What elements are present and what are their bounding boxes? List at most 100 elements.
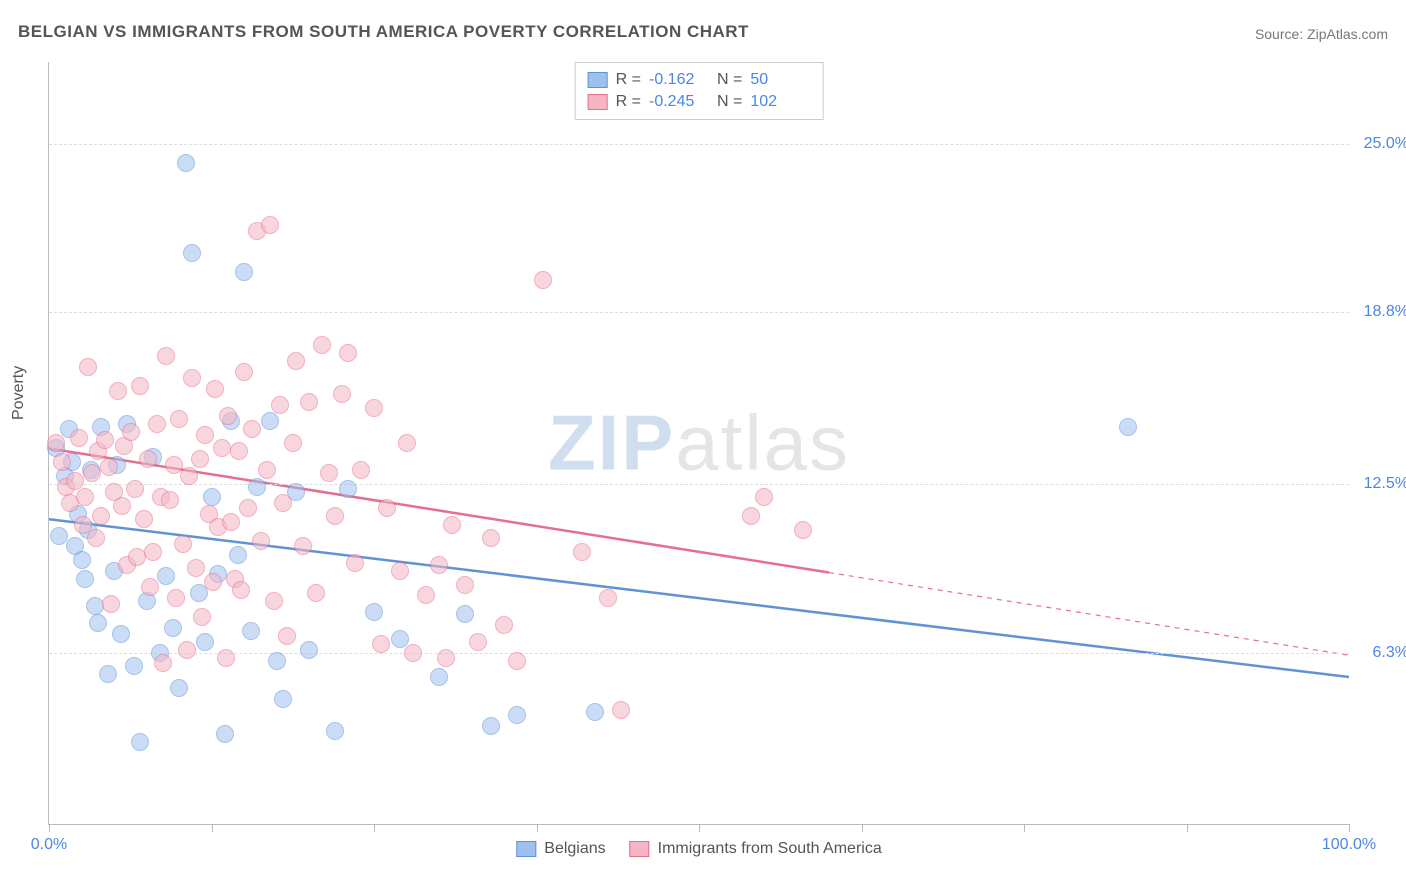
scatter-point-immigrants	[222, 513, 240, 531]
legend-r-label-1: R =	[616, 93, 641, 111]
scatter-point-immigrants	[154, 654, 172, 672]
scatter-point-immigrants	[53, 453, 71, 471]
scatter-point-belgians	[157, 567, 175, 585]
legend-bottom-swatch-1	[630, 841, 650, 857]
xtick	[49, 824, 50, 832]
scatter-point-belgians	[229, 546, 247, 564]
scatter-point-belgians	[482, 717, 500, 735]
scatter-point-immigrants	[92, 507, 110, 525]
legend-n-value-0: 50	[750, 71, 810, 89]
scatter-point-immigrants	[191, 450, 209, 468]
scatter-point-immigrants	[167, 589, 185, 607]
scatter-point-immigrants	[274, 494, 292, 512]
legend-bottom-label-0: Belgians	[544, 840, 605, 858]
xtick-label: 100.0%	[1322, 836, 1376, 854]
scatter-point-immigrants	[271, 396, 289, 414]
gridline	[49, 653, 1349, 654]
scatter-point-belgians	[177, 154, 195, 172]
scatter-point-belgians	[326, 722, 344, 740]
gridline	[49, 312, 1349, 313]
ytick-label: 12.5%	[1364, 475, 1406, 493]
scatter-point-belgians	[248, 478, 266, 496]
scatter-point-immigrants	[300, 393, 318, 411]
scatter-point-immigrants	[219, 407, 237, 425]
scatter-point-immigrants	[333, 385, 351, 403]
gridline	[49, 484, 1349, 485]
legend-bottom: Belgians Immigrants from South America	[516, 840, 881, 858]
scatter-point-immigrants	[83, 464, 101, 482]
scatter-point-immigrants	[230, 442, 248, 460]
scatter-point-belgians	[456, 605, 474, 623]
scatter-point-immigrants	[495, 616, 513, 634]
scatter-point-immigrants	[144, 543, 162, 561]
scatter-point-belgians	[164, 619, 182, 637]
scatter-point-immigrants	[183, 369, 201, 387]
xtick	[212, 824, 213, 832]
scatter-point-immigrants	[599, 589, 617, 607]
scatter-point-immigrants	[96, 431, 114, 449]
scatter-point-immigrants	[417, 586, 435, 604]
plot-area: ZIPatlas R = -0.162 N = 50 R = -0.245 N …	[48, 62, 1349, 825]
scatter-point-immigrants	[352, 461, 370, 479]
scatter-point-belgians	[125, 657, 143, 675]
scatter-point-belgians	[268, 652, 286, 670]
scatter-point-immigrants	[102, 595, 120, 613]
scatter-point-belgians	[274, 690, 292, 708]
scatter-point-immigrants	[482, 529, 500, 547]
scatter-point-immigrants	[174, 535, 192, 553]
legend-r-label-0: R =	[616, 71, 641, 89]
scatter-point-belgians	[235, 263, 253, 281]
scatter-point-immigrants	[232, 581, 250, 599]
scatter-point-immigrants	[320, 464, 338, 482]
scatter-point-belgians	[261, 412, 279, 430]
scatter-point-belgians	[183, 244, 201, 262]
legend-r-value-1: -0.245	[649, 93, 709, 111]
scatter-point-immigrants	[193, 608, 211, 626]
xtick-label: 0.0%	[31, 836, 67, 854]
scatter-point-immigrants	[213, 439, 231, 457]
scatter-point-immigrants	[87, 529, 105, 547]
scatter-point-belgians	[76, 570, 94, 588]
scatter-point-immigrants	[135, 510, 153, 528]
xtick	[1349, 824, 1350, 832]
scatter-point-immigrants	[206, 380, 224, 398]
scatter-point-immigrants	[109, 382, 127, 400]
legend-bottom-label-1: Immigrants from South America	[658, 840, 882, 858]
scatter-point-belgians	[73, 551, 91, 569]
scatter-point-immigrants	[573, 543, 591, 561]
xtick	[1024, 824, 1025, 832]
scatter-point-immigrants	[243, 420, 261, 438]
ytick-label: 25.0%	[1364, 135, 1406, 153]
legend-n-label-0: N =	[717, 71, 742, 89]
scatter-point-immigrants	[131, 377, 149, 395]
scatter-point-immigrants	[47, 434, 65, 452]
scatter-point-immigrants	[287, 352, 305, 370]
scatter-point-immigrants	[196, 426, 214, 444]
scatter-point-belgians	[586, 703, 604, 721]
legend-bottom-swatch-0	[516, 841, 536, 857]
scatter-point-immigrants	[365, 399, 383, 417]
scatter-point-belgians	[430, 668, 448, 686]
scatter-point-immigrants	[261, 216, 279, 234]
scatter-point-belgians	[196, 633, 214, 651]
scatter-point-immigrants	[346, 554, 364, 572]
scatter-point-belgians	[216, 725, 234, 743]
scatter-point-belgians	[86, 597, 104, 615]
scatter-point-immigrants	[258, 461, 276, 479]
scatter-point-immigrants	[437, 649, 455, 667]
scatter-point-immigrants	[180, 467, 198, 485]
scatter-point-immigrants	[148, 415, 166, 433]
xtick	[1187, 824, 1188, 832]
legend-bottom-item-0: Belgians	[516, 840, 605, 858]
chart-container: BELGIAN VS IMMIGRANTS FROM SOUTH AMERICA…	[0, 0, 1406, 892]
scatter-point-immigrants	[313, 336, 331, 354]
scatter-point-immigrants	[217, 649, 235, 667]
scatter-point-immigrants	[755, 488, 773, 506]
legend-n-value-1: 102	[750, 93, 810, 111]
scatter-point-immigrants	[265, 592, 283, 610]
scatter-point-immigrants	[469, 633, 487, 651]
scatter-point-immigrants	[284, 434, 302, 452]
scatter-point-immigrants	[372, 635, 390, 653]
scatter-point-immigrants	[141, 578, 159, 596]
scatter-point-immigrants	[430, 556, 448, 574]
